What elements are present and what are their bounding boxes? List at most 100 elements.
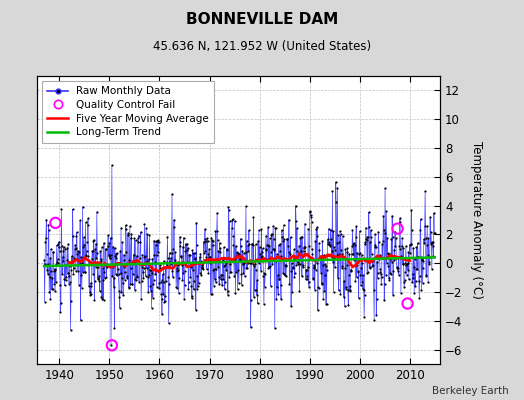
Point [51,267,60,273]
Point [404,249,412,256]
Point [291,202,300,209]
Point [412,254,421,260]
Point [58,254,67,260]
Point [417,216,425,222]
Point [173,267,181,274]
Point [289,264,297,270]
Point [289,265,297,272]
Point [279,270,287,277]
Point [266,282,275,289]
Point [238,260,247,267]
Point [120,257,128,264]
Point [206,253,215,260]
Point [159,271,167,277]
Point [362,236,370,242]
Point [398,235,406,241]
Point [331,264,339,271]
Point [223,247,231,253]
Point [80,242,89,249]
Legend: Raw Monthly Data, Quality Control Fail, Five Year Moving Average, Long-Term Tren: Raw Monthly Data, Quality Control Fail, … [42,81,214,142]
Point [276,240,285,247]
Point [414,254,422,260]
Point [391,228,399,235]
Point [295,288,303,294]
Point [79,203,87,210]
Point [110,275,118,281]
Point [52,260,60,267]
Point [83,239,91,245]
Point [110,284,118,290]
Point [327,236,335,242]
Point [123,275,131,281]
Point [151,242,160,248]
Point [372,312,380,318]
Point [104,252,113,258]
Point [315,254,324,260]
Point [292,262,301,268]
Point [363,234,372,240]
Point [308,251,316,258]
Point [170,216,178,223]
Point [228,217,236,224]
Point [171,262,180,268]
Point [133,274,141,280]
Point [184,279,193,286]
Point [225,206,233,213]
Point [427,240,435,246]
Point [301,244,310,250]
Point [126,280,135,287]
Point [421,235,430,241]
Point [86,291,94,298]
Point [430,230,439,237]
Point [99,265,107,272]
Point [413,266,421,272]
Point [182,246,191,253]
Point [83,248,91,254]
Point [313,224,321,230]
Point [430,210,438,216]
Point [87,283,95,290]
Point [299,262,307,268]
Point [389,268,398,274]
Point [45,289,53,295]
Point [241,273,249,279]
Point [159,258,168,264]
Point [354,268,362,275]
Point [305,243,314,249]
Point [155,238,163,245]
Point [165,281,173,288]
Point [326,243,334,249]
Point [278,238,287,245]
Point [320,288,329,294]
Point [359,272,367,279]
Point [291,270,299,276]
Point [361,239,369,246]
Point [159,291,168,297]
Point [71,246,79,253]
Point [260,284,269,290]
Point [315,240,323,247]
Point [362,224,370,231]
Point [348,240,357,247]
Point [320,252,328,258]
Point [275,242,283,248]
Point [138,251,147,258]
Point [231,218,239,224]
Y-axis label: Temperature Anomaly (°C): Temperature Anomaly (°C) [470,141,483,299]
Point [117,224,125,231]
Point [54,241,62,247]
Point [384,250,392,256]
Point [408,270,417,277]
Point [344,286,352,293]
Point [145,232,154,238]
Point [421,188,429,194]
Point [77,254,85,260]
Point [145,256,153,263]
Point [281,263,290,269]
Point [63,269,72,276]
Point [417,286,425,293]
Point [334,287,343,294]
Point [226,269,235,276]
Point [130,286,139,293]
Point [153,238,161,244]
